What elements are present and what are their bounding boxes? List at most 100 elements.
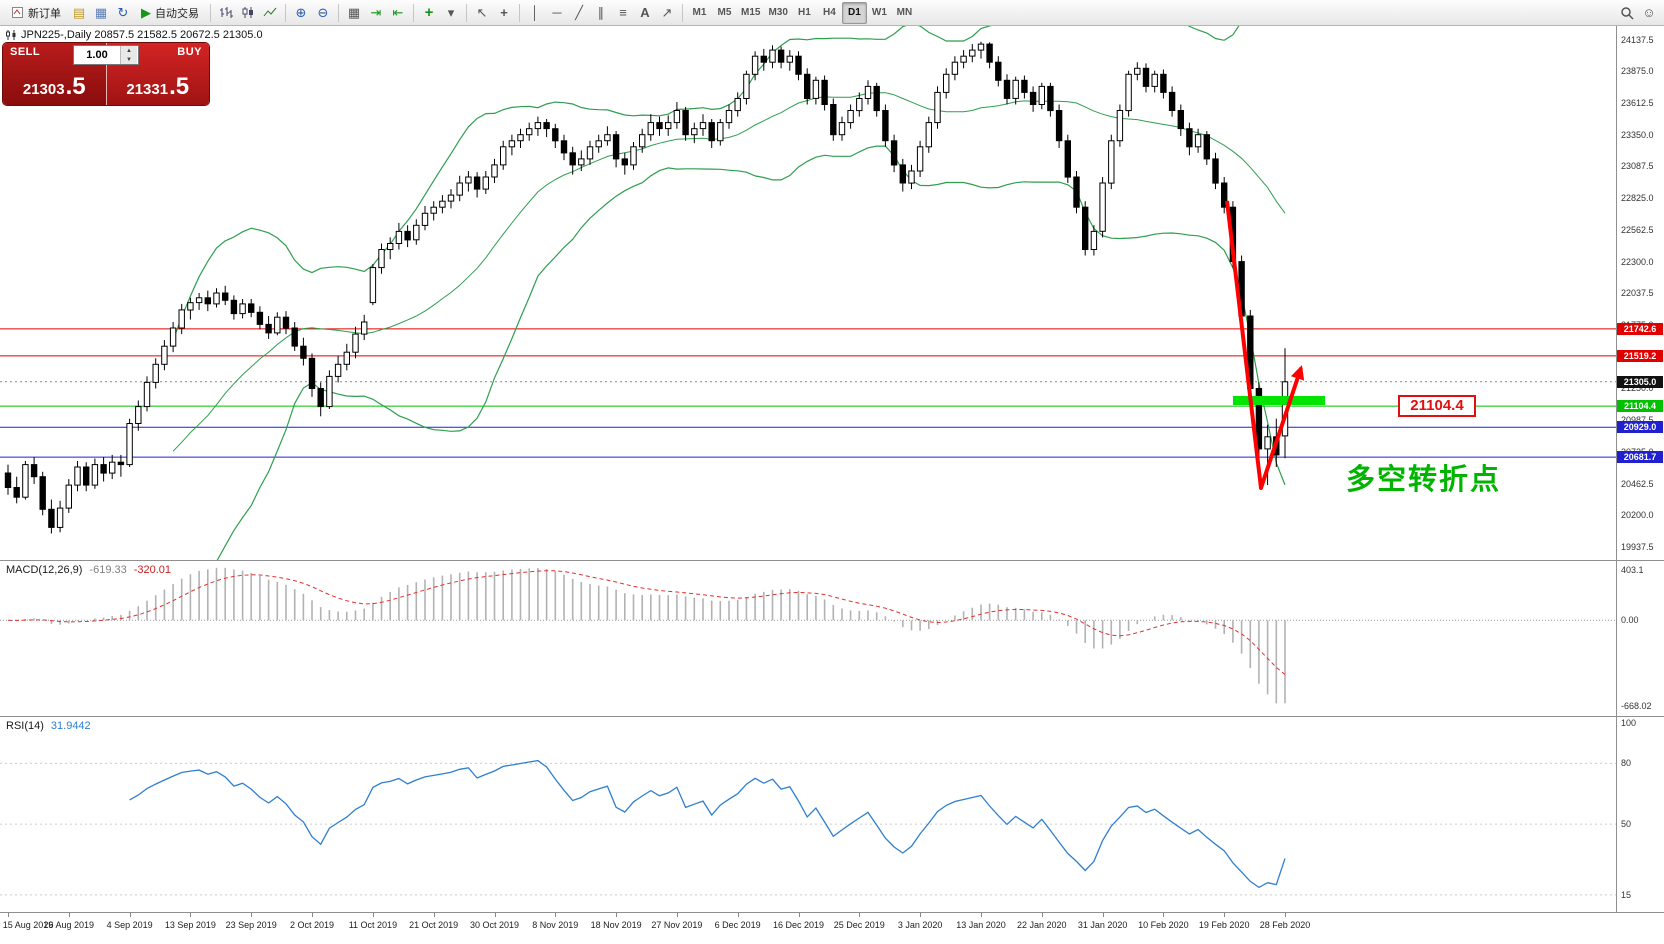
- price-tick: 21250.0: [1621, 383, 1654, 394]
- zoom-out-button[interactable]: ⊖: [312, 2, 334, 24]
- date-label: 23 Sep 2019: [225, 920, 277, 930]
- time-tick: [1163, 913, 1165, 917]
- macd-main-value: -619.33: [89, 564, 127, 576]
- timeframe-h1[interactable]: H1: [798, 7, 811, 18]
- macd-title: MACD(12,26,9): [6, 564, 83, 576]
- buy-price: 21331.5: [107, 73, 210, 101]
- price-scale[interactable]: 24137.5 23875.0 23612.5 23350.0 23087.5 22825…: [1617, 26, 1664, 560]
- time-tick: [129, 913, 131, 917]
- line-chart-icon: [263, 7, 277, 17]
- time-tick: [312, 913, 313, 917]
- community-button[interactable]: ☺: [1638, 2, 1660, 24]
- chart-shift-button[interactable]: ⇤: [387, 2, 409, 24]
- bollinger-band: [172, 26, 1240, 341]
- indicators-button[interactable]: +: [418, 2, 440, 24]
- price-tick: 19937.5: [1621, 542, 1654, 553]
- zoom-in-button[interactable]: ⊕: [290, 2, 312, 24]
- refresh-button[interactable]: ↻: [112, 2, 134, 24]
- timeframe-h4[interactable]: H4: [823, 7, 836, 18]
- sell-price-main: 21303: [22, 81, 65, 98]
- rsi-line: [129, 759, 1286, 889]
- macd-axis-bottom: -668.02: [1621, 701, 1652, 711]
- date-label: 16 Dec 2019: [772, 920, 825, 930]
- indicators-dropdown[interactable]: ▾: [440, 2, 462, 24]
- arrows-tool-button[interactable]: ↗: [656, 2, 678, 24]
- rsi-tick: 80: [1621, 758, 1632, 769]
- macd-scale[interactable]: 403.1 0.00 -668.02: [1617, 561, 1664, 716]
- trendline-button[interactable]: ╱: [568, 2, 590, 24]
- macd-axis-top: 403.1: [1621, 565, 1644, 575]
- volume-down-button[interactable]: ▼: [121, 55, 137, 64]
- price-tick: 24137.5: [1621, 34, 1654, 45]
- auto-trading-label: 自动交易: [155, 7, 199, 20]
- new-order-label: 新订单: [28, 7, 61, 20]
- bar-chart-icon: [220, 7, 233, 18]
- timeframe-m5[interactable]: M5: [717, 7, 732, 18]
- price-tick: 20200.0: [1621, 510, 1654, 521]
- crosshair-icon: +: [500, 5, 508, 20]
- volume-up-button[interactable]: ▲: [121, 46, 137, 55]
- market-watch-button[interactable]: ▤: [68, 2, 90, 24]
- fibonacci-button[interactable]: ≡: [612, 2, 634, 24]
- rsi-scale[interactable]: 100 80 50 15: [1617, 717, 1664, 912]
- macd-panel: MACD(12,26,9) -619.33 -320.01 403.1 0.00…: [0, 560, 1664, 716]
- macd-signal-line: [7, 570, 1286, 675]
- volume-control: ▲ ▼: [73, 45, 139, 65]
- zoom-out-icon: ⊖: [317, 5, 329, 20]
- bar-chart-button[interactable]: [215, 2, 237, 24]
- fibonacci-icon: ≡: [619, 5, 627, 20]
- candlestick-chart-button[interactable]: [237, 2, 259, 24]
- timeframe-m30[interactable]: M30: [768, 7, 788, 18]
- volume-input[interactable]: [74, 46, 120, 64]
- price-line-label: 21104.4: [1617, 400, 1663, 413]
- navigator-button[interactable]: ▦: [90, 2, 112, 24]
- buy-button[interactable]: BUY 21331.5: [106, 43, 210, 105]
- time-tick: [798, 913, 800, 917]
- date-label: 21 Oct 2019: [409, 920, 459, 930]
- timeframe-m15[interactable]: M15: [741, 7, 761, 18]
- date-label: 13 Jan 2020: [956, 920, 1006, 930]
- tile-windows-button[interactable]: ▦: [343, 2, 365, 24]
- text-tool-button[interactable]: A: [634, 2, 656, 24]
- macd-header: MACD(12,26,9) -619.33 -320.01: [6, 564, 171, 576]
- crosshair-button[interactable]: +: [493, 2, 515, 24]
- date-label: 22 Jan 2020: [1017, 920, 1067, 930]
- sell-price: 21303.5: [3, 73, 106, 101]
- channel-button[interactable]: ∥: [590, 2, 612, 24]
- macd-axis-zero: 0.00: [1621, 615, 1639, 626]
- timeframe-w1[interactable]: W1: [871, 7, 887, 18]
- rsi-chart[interactable]: [0, 717, 1616, 912]
- price-tick: 23612.5: [1621, 97, 1654, 108]
- macd-chart[interactable]: [0, 561, 1616, 716]
- timeframe-d1[interactable]: D1: [841, 1, 867, 24]
- price-chart[interactable]: [0, 26, 1616, 560]
- date-label: 18 Nov 2019: [590, 920, 642, 930]
- vertical-line-icon: │: [530, 5, 540, 20]
- time-tick: [1102, 913, 1104, 917]
- auto-scroll-button[interactable]: ⇥: [365, 2, 387, 24]
- timeframe-mn[interactable]: MN: [896, 7, 913, 18]
- toolbar-separator: [285, 3, 286, 22]
- toolbar-separator: [338, 3, 339, 22]
- horizontal-line-icon: ─: [552, 5, 562, 20]
- horizontal-line-button[interactable]: ─: [546, 2, 568, 24]
- indicators-icon: +: [424, 4, 434, 21]
- date-label: 26 Aug 2019: [43, 920, 95, 930]
- tile-windows-icon: ▦: [347, 5, 361, 20]
- time-tick: [555, 913, 557, 917]
- timeframe-m1[interactable]: M1: [692, 7, 707, 18]
- time-axis[interactable]: 15 Aug 2019 26 Aug 2019 4 Sep 2019 13 Sep 2…: [0, 912, 1664, 944]
- cursor-button[interactable]: ↖: [471, 2, 493, 24]
- toolbar-separator: [413, 3, 414, 22]
- price-line-label: 21519.2: [1617, 349, 1663, 362]
- new-order-button[interactable]: 新订单: [4, 2, 68, 24]
- search-button[interactable]: [1616, 2, 1638, 24]
- time-tick: [68, 913, 70, 917]
- vertical-line-button[interactable]: │: [524, 2, 546, 24]
- line-chart-button[interactable]: [259, 2, 281, 24]
- date-label: 10 Feb 2020: [1138, 920, 1189, 930]
- time-tick: [859, 913, 861, 917]
- market-watch-icon: ▤: [72, 5, 86, 20]
- auto-trading-button[interactable]: ▶ 自动交易: [134, 2, 206, 24]
- arrows-tool-icon: ↗: [661, 5, 673, 20]
